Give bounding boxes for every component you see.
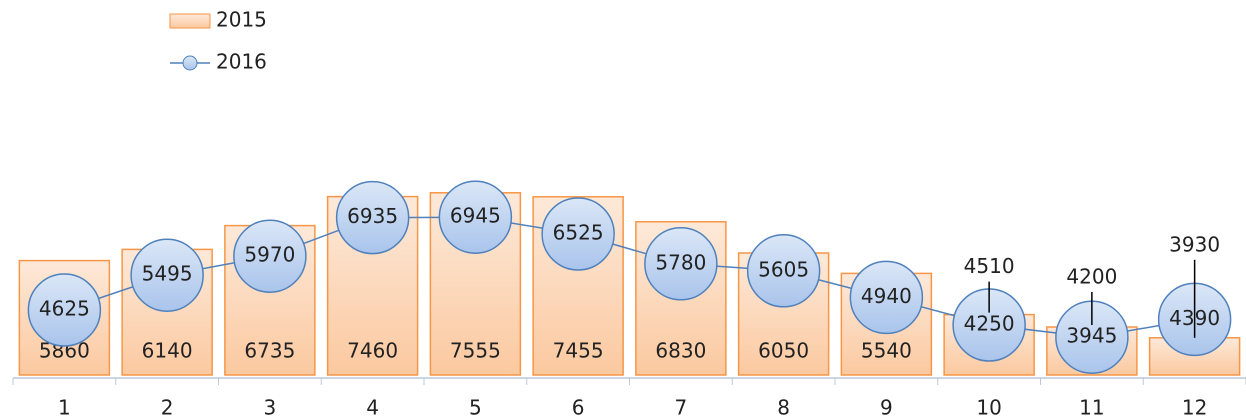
data-label: 4250 <box>964 312 1015 336</box>
data-label: 4625 <box>39 297 90 321</box>
x-tick-label: 2 <box>161 396 174 420</box>
legend-label: 2016 <box>216 50 267 74</box>
data-label: 4200 <box>1066 265 1117 289</box>
marker <box>233 219 307 293</box>
data-label: 3930 <box>1169 232 1220 256</box>
data-label: 5605 <box>758 257 809 281</box>
x-tick-label: 7 <box>675 396 688 420</box>
data-label: 7455 <box>553 339 604 363</box>
x-tick-label: 10 <box>976 396 1001 420</box>
data-label: 7460 <box>347 339 398 363</box>
x-tick-label: 3 <box>264 396 277 420</box>
data-label: 4940 <box>861 284 912 308</box>
x-tick-label: 11 <box>1079 396 1104 420</box>
data-label: 6525 <box>553 221 604 245</box>
marker <box>746 234 821 308</box>
data-label: 6140 <box>142 339 193 363</box>
x-tick-label: 8 <box>777 396 790 420</box>
marker <box>849 260 924 335</box>
data-label: 4510 <box>964 254 1015 278</box>
x-tick-label: 6 <box>572 396 585 420</box>
data-label: 6050 <box>758 339 809 363</box>
marker <box>335 180 410 255</box>
marker <box>644 227 718 301</box>
data-label: 5540 <box>861 339 912 363</box>
data-label: 5970 <box>244 243 295 267</box>
data-label: 6735 <box>244 339 295 363</box>
x-tick-label: 5 <box>469 396 482 420</box>
data-label: 5495 <box>142 262 193 286</box>
x-tick-label: 4 <box>366 396 379 420</box>
data-label: 7555 <box>450 339 501 363</box>
legend-swatch <box>169 13 211 29</box>
legend-marker <box>182 55 198 71</box>
legend-label: 2015 <box>216 8 267 32</box>
marker <box>130 238 204 312</box>
data-label: 6935 <box>347 204 398 228</box>
data-label: 6830 <box>655 339 706 363</box>
data-label: 6945 <box>450 204 501 228</box>
data-label: 3945 <box>1066 324 1117 348</box>
marker <box>541 197 615 271</box>
data-label: 5780 <box>655 250 706 274</box>
x-tick-label: 9 <box>880 396 893 420</box>
x-tick-label: 12 <box>1182 396 1207 420</box>
marker <box>27 273 102 347</box>
marker <box>438 180 513 254</box>
x-tick-label: 1 <box>58 396 71 420</box>
